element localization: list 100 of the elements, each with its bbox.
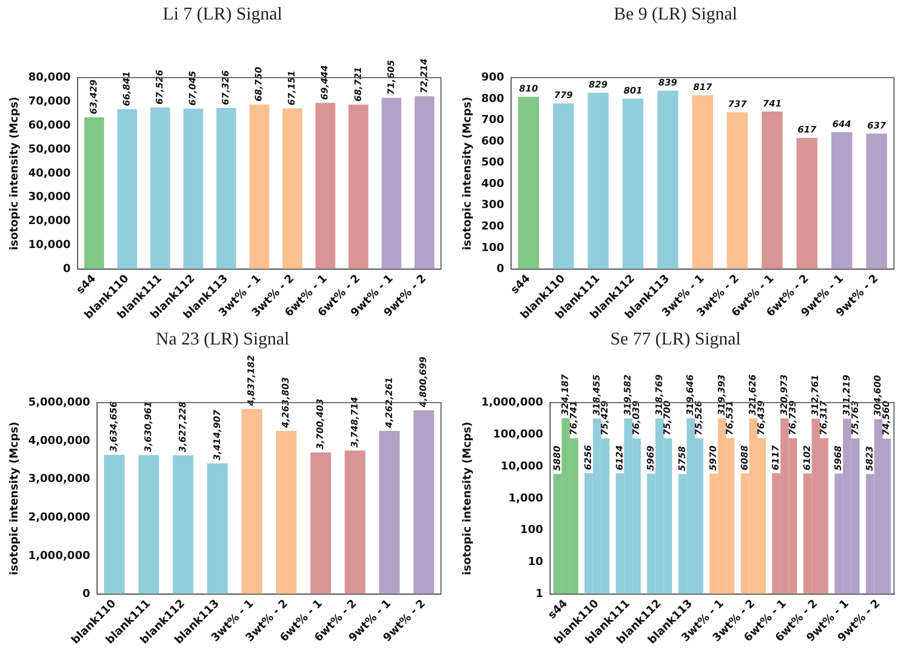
data-label: 3,414,907 [212, 408, 223, 460]
chart-title: Se 77 (LR) Signal [610, 328, 741, 349]
data-label: 75,429 [600, 400, 611, 436]
data-label: 75,763 [850, 400, 861, 436]
data-label: 324,187 [561, 373, 572, 416]
bar [379, 430, 400, 594]
bar [344, 450, 366, 594]
y-tick-label: 400 [481, 176, 504, 190]
bar [622, 98, 644, 270]
data-label: 4,262,261 [384, 377, 395, 429]
bar [276, 430, 297, 594]
bar [104, 454, 125, 594]
bar [249, 104, 270, 270]
data-label: 76,739 [788, 400, 798, 436]
data-label: 3,700,403 [316, 398, 326, 450]
y-tick-label: 500 [481, 156, 504, 169]
bar [382, 98, 402, 270]
data-label: 6117 [772, 444, 782, 470]
y-tick-label: 100,000 [493, 427, 544, 440]
y-tick-label: 80,000 [28, 70, 71, 84]
y-axis-title: isotopic intensity (Mcps) [460, 422, 474, 576]
data-label: 67,526 [156, 70, 166, 104]
data-label: 737 [728, 100, 748, 110]
bar [150, 107, 170, 270]
bar [796, 138, 818, 270]
data-label: 6102 [802, 445, 813, 470]
bar [242, 408, 262, 594]
y-axis-title: isotopic intensity (Mcps) [7, 422, 20, 576]
data-label: 6256 [584, 444, 594, 470]
y-tick-label: 300 [481, 198, 504, 212]
y-tick-label: 900 [481, 70, 504, 84]
data-label: 6088 [740, 445, 750, 470]
y-tick-label: 30,000 [28, 190, 71, 204]
data-label: 810 [519, 84, 538, 95]
data-label: 3,630,961 [144, 401, 154, 452]
y-tick-label: 1 [535, 587, 544, 600]
y-tick-label: 200 [481, 220, 504, 233]
bar [183, 108, 204, 270]
chart-title: Na 23 (LR) Signal [156, 328, 290, 349]
y-tick-label: 800 [481, 92, 504, 105]
y-tick-label: 60,000 [28, 118, 71, 132]
y-tick-label: 700 [481, 113, 504, 126]
y-tick-label: 5,000,000 [28, 395, 90, 408]
bar [282, 108, 302, 270]
data-label: 76,317 [820, 400, 830, 436]
data-label: 3,627,228 [178, 402, 188, 452]
bar [84, 117, 104, 270]
data-label: 69,444 [320, 65, 331, 100]
data-label: 67,326 [222, 70, 232, 105]
data-label: 4,263,803 [282, 377, 292, 429]
data-label: 5823 [865, 446, 876, 471]
bar [762, 111, 783, 270]
bar [117, 109, 138, 270]
data-label: 320,973 [780, 374, 790, 416]
data-label: 6124 [615, 445, 626, 470]
data-label: 3,748,714 [350, 396, 360, 448]
data-label: 644 [832, 120, 852, 130]
bar [866, 134, 888, 270]
bar [692, 95, 714, 270]
data-label: 5968 [834, 446, 844, 471]
chart-title: Be 9 (LR) Signal [614, 4, 738, 24]
bar [315, 102, 336, 270]
bar [172, 455, 194, 594]
data-label: 617 [798, 126, 818, 136]
y-tick-label: 1,000 [508, 491, 544, 504]
data-label: 801 [624, 86, 642, 97]
y-tick-label: 20,000 [28, 214, 71, 228]
y-tick-label: 600 [481, 134, 504, 148]
y-tick-label: 2,000,000 [28, 510, 90, 524]
data-label: 68,750 [254, 66, 265, 102]
data-label: 741 [762, 99, 782, 110]
y-axis-title: isotopic intensity (Mcps) [460, 96, 474, 250]
data-label: 4,800,699 [419, 356, 430, 408]
bar [348, 104, 368, 270]
data-label: 5969 [646, 446, 657, 471]
data-label: 637 [867, 121, 887, 132]
data-label: 72,214 [420, 58, 430, 94]
bar [552, 103, 574, 270]
y-tick-label: 0 [496, 262, 505, 276]
data-label: 318,455 [592, 374, 602, 416]
data-label: 318,769 [654, 374, 665, 416]
data-label: 779 [554, 91, 573, 102]
y-tick-label: 10,000 [28, 238, 71, 252]
data-label: 76,741 [569, 400, 580, 436]
data-label: 76,439 [757, 400, 768, 436]
y-tick-label: 100 [520, 523, 544, 536]
bar [216, 108, 236, 270]
bar [413, 410, 434, 594]
bar [657, 90, 678, 270]
chart-title: Li 7 (LR) Signal [162, 4, 282, 24]
bar [588, 92, 609, 270]
data-label: 5970 [709, 446, 720, 471]
data-label: 4,837,182 [247, 355, 258, 407]
data-label: 3,634,656 [110, 401, 120, 452]
data-label: 66,841 [122, 71, 133, 106]
data-label: 76,039 [632, 400, 642, 436]
data-label: 75,526 [694, 400, 704, 436]
y-tick-label: 0 [62, 262, 71, 276]
data-label: 67,045 [188, 70, 199, 106]
data-label: 67,151 [288, 70, 298, 106]
